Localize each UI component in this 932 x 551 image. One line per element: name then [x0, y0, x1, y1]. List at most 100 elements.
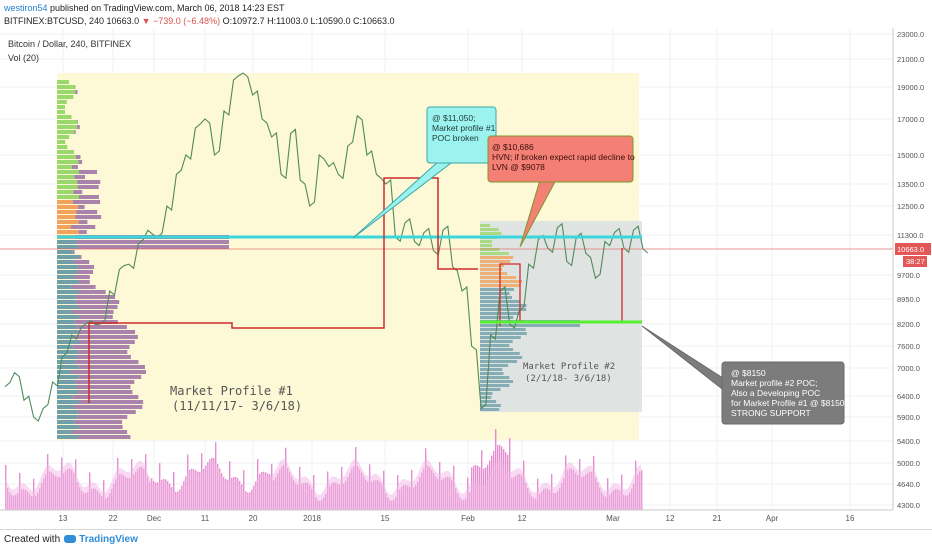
- profile1-bar-b-44: [76, 300, 119, 304]
- change-label: ▼ −739.0 (−6.48%): [142, 16, 220, 26]
- volume-legend: Vol (20): [8, 53, 39, 63]
- author-link[interactable]: westiron54: [4, 3, 48, 13]
- x-tick-label-12: Apr: [766, 514, 779, 523]
- profile1-bar-a-22: [57, 190, 74, 194]
- profile1-bar-a-61: [57, 385, 77, 389]
- profile1-bar-b-27: [75, 215, 101, 219]
- callout-poc-broken-line-0: @ $11,050;: [432, 113, 475, 123]
- profile2-bar-36: [480, 368, 502, 371]
- tradingview-link[interactable]: TradingView: [79, 534, 138, 545]
- profile1-bar-b-22: [74, 190, 83, 194]
- profile2-bar-28: [480, 336, 521, 339]
- y-tick-label-2: 5000.0: [897, 459, 920, 468]
- profile1-bar-b-9: [77, 125, 80, 129]
- profile2-bar-5: [480, 244, 492, 247]
- profile1-bar-b-25: [78, 205, 85, 209]
- x-tick-label-10: 12: [666, 514, 675, 523]
- profile1-bar-a-3: [57, 95, 73, 99]
- callout-poc-broken-line-2: POC broken: [432, 133, 479, 143]
- profile1-bar-a-12: [57, 140, 65, 144]
- profile1-bar-b-55: [76, 355, 130, 359]
- profile1-bar-a-27: [57, 215, 75, 219]
- callout-hvn-line-1: HVN; if broken expect rapid decline to: [492, 152, 635, 162]
- profile1-bar-b-50: [78, 330, 135, 334]
- profile1-bar-b-32: [77, 240, 229, 244]
- profile1-bar-a-33: [57, 245, 78, 249]
- profile1-bar-b-54: [78, 350, 127, 354]
- profile1-bar-a-5: [57, 105, 65, 109]
- profile2-bar-18: [480, 296, 512, 299]
- x-tick-label-4: 20: [249, 514, 258, 523]
- profile2-bar-8: [480, 256, 513, 259]
- profile2-bar-9: [480, 260, 510, 263]
- profile1-bar-a-24: [57, 200, 73, 204]
- profile2-bar-11: [480, 268, 502, 271]
- profile1-bar-b-20: [77, 180, 100, 184]
- callout-poc-broken-line-1: Market profile #1: [432, 123, 496, 133]
- profile2-bar-26: [480, 328, 526, 331]
- profile1-bar-a-50: [57, 330, 78, 334]
- profile2-bar-25: [480, 324, 580, 327]
- profile1-bar-b-61: [77, 385, 131, 389]
- profile1-bar-a-29: [57, 225, 71, 229]
- y-tick-label-0: 4300.0: [897, 501, 920, 510]
- y-tick-label-1: 4640.0: [897, 480, 920, 489]
- profile1-bar-b-70: [72, 430, 127, 434]
- profile1-bar-a-60: [57, 380, 75, 384]
- series-title: Bitcoin / Dollar, 240, BITFINEX: [8, 39, 131, 49]
- created-with: Created with: [4, 534, 60, 545]
- profile1-bar-b-23: [79, 195, 99, 199]
- profile1-bar-b-35: [79, 255, 81, 259]
- profile1-bar-b-45: [78, 305, 117, 309]
- ohlc-values: O:10972.7 H:11003.0 L:10590.0 C:10663.0: [223, 16, 395, 26]
- callout-poc2-line-0: @ $8150: [731, 368, 766, 378]
- y-tick-label-13: 12500.0: [897, 202, 924, 211]
- profile2-bar-7: [480, 252, 509, 255]
- profile1-bar-a-4: [57, 100, 67, 104]
- profile2-bar-37: [480, 372, 503, 375]
- profile1-bar-a-38: [57, 270, 77, 274]
- profile1-bar-a-6: [57, 110, 65, 114]
- profile1-bar-a-17: [57, 165, 72, 169]
- y-tick-label-9: 8950.0: [897, 295, 920, 304]
- profile2-bar-12: [480, 272, 507, 275]
- profile1-bar-a-59: [57, 375, 79, 379]
- x-tick-label-6: 15: [381, 514, 390, 523]
- profile1-bar-a-68: [57, 420, 74, 424]
- y-tick-label-5: 6400.0: [897, 392, 920, 401]
- profile1-bar-b-63: [73, 395, 139, 399]
- y-tick-label-18: 21000.0: [897, 55, 924, 64]
- profile1-bar-a-7: [57, 115, 71, 119]
- profile2-label-line-0: Market Profile #2: [523, 362, 615, 372]
- x-tick-label-7: Feb: [461, 514, 475, 523]
- profile2-bar-16: [480, 288, 514, 291]
- y-tick-label-7: 7600.0: [897, 342, 920, 351]
- profile2-bar-29: [480, 340, 513, 343]
- profile1-bar-b-21: [78, 185, 99, 189]
- profile1-bar-b-36: [74, 260, 90, 264]
- profile1-bar-a-66: [57, 410, 78, 414]
- volume-ma-area: [5, 459, 643, 510]
- profile1-bar-a-25: [57, 205, 78, 209]
- y-tick-label-3: 5400.0: [897, 437, 920, 446]
- profile1-bar-a-70: [57, 430, 72, 434]
- countdown-label: 38:27: [906, 257, 925, 266]
- profile2-bar-33: [480, 356, 522, 359]
- footer: Created with TradingView: [0, 529, 932, 551]
- profile1-bar-a-48: [57, 320, 74, 324]
- profile1-bar-a-23: [57, 195, 79, 199]
- profile1-bar-a-67: [57, 415, 77, 419]
- y-tick-label-6: 7000.0: [897, 364, 920, 373]
- profile1-bar-a-34: [57, 250, 73, 254]
- y-tick-label-15: 15000.0: [897, 151, 924, 160]
- profile2-bar-13: [480, 276, 516, 279]
- profile2-bar-27: [480, 332, 527, 335]
- profile1-bar-b-30: [79, 230, 87, 234]
- profile1-bar-b-56: [75, 360, 138, 364]
- profile1-bar-b-2: [75, 90, 77, 94]
- callout-poc2-line-3: for Market Profile #1 @ $8150: [731, 398, 845, 408]
- y-tick-label-8: 8200.0: [897, 320, 920, 329]
- profile2-bar-46: [480, 408, 499, 411]
- x-tick-label-2: Dec: [147, 514, 161, 523]
